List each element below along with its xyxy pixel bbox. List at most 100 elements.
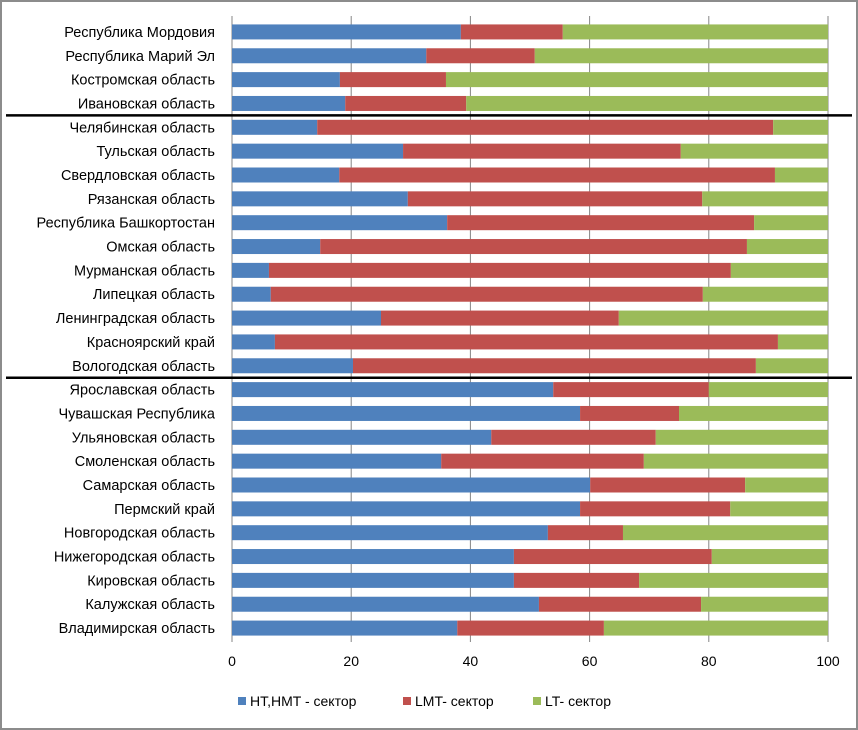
category-label: Тульская область [96,144,215,160]
bar-segment-1 [232,215,448,231]
bar-segment-2 [553,382,709,398]
bar-segment-1 [232,334,275,350]
bar-segment-2 [441,453,644,469]
bar-segment-3 [679,405,828,421]
category-label: Калужская область [85,597,215,613]
category-label: Смоленская область [75,454,215,470]
bar-segment-1 [232,310,381,326]
category-label: Ярославская область [70,383,215,399]
bar-segment-2 [270,286,703,302]
bar-segment-1 [232,191,408,207]
bar-segment-2 [352,358,756,374]
bar-segment-3 [746,239,828,255]
legend-label: LMT- сектор [415,693,494,709]
bar-segment-3 [708,382,828,398]
category-label: Самарская область [83,478,215,494]
bar-segment-3 [466,95,828,111]
bar-segment-1 [232,429,492,445]
bar-segment-2 [547,525,623,541]
bar-segment-2 [580,405,679,421]
category-label: Ленинградская область [56,311,215,327]
bar-segment-3 [711,549,828,565]
x-tick-labels: 0 20 40 60 80 100 [228,653,840,669]
x-tick-label: 60 [582,653,598,669]
category-label: Омская область [106,240,215,256]
bar-segment-1 [232,382,554,398]
bar-segment-1 [232,48,427,64]
x-tick-label: 40 [463,653,479,669]
bar-segment-2 [381,310,619,326]
bar-segment-1 [232,95,346,111]
bar-segment-1 [232,358,353,374]
bar-segment-2 [317,119,774,135]
bar-segment-3 [730,262,828,278]
legend-item: LMT- сектор [403,693,494,709]
bar-segment-1 [232,501,581,517]
bar-segment-3 [618,310,828,326]
bar-segment-3 [701,596,828,612]
category-label: Республика Мордовия [64,25,215,41]
bar-segment-2 [580,501,731,517]
bar-segment-1 [232,549,514,565]
category-label: Кировская область [87,573,215,589]
bar-segment-3 [702,191,828,207]
bar-segment-3 [562,24,828,40]
category-label: Республика Башкортостан [37,216,215,232]
bar-segment-3 [730,501,828,517]
category-label: Липецкая область [93,287,215,303]
legend-label: LT- сектор [545,693,611,709]
bar-segment-3 [655,429,828,445]
category-labels: Республика Мордовия Республика Марий Эл Ко… [37,25,216,637]
bar-segment-2 [426,48,535,64]
bar-segment-2 [339,72,446,88]
category-label: Ульяновская область [72,430,215,446]
bar-segment-3 [702,286,828,302]
x-tick-label: 0 [228,653,236,669]
bar-segment-3 [755,358,828,374]
category-label: Новгородская область [64,526,215,542]
bar-segment-3 [603,620,828,636]
bar-segment-2 [460,24,563,40]
legend-swatch [403,697,411,705]
x-tick-label: 80 [701,653,717,669]
bar-segment-1 [232,405,581,421]
bar-segment-3 [754,215,828,231]
bar-segment-1 [232,572,514,588]
x-tick-label: 100 [816,653,840,669]
category-label: Красноярский край [87,335,215,351]
bar-segment-1 [232,143,404,159]
category-label: Мурманская область [74,263,215,279]
bar-segment-2 [268,262,731,278]
legend-label: HT,HMT - сектор [250,693,357,709]
bar-segment-1 [232,72,340,88]
legend-swatch [533,697,541,705]
bar-segment-2 [491,429,656,445]
bar-segment-2 [274,334,778,350]
bar-segment-2 [457,620,604,636]
bar-segment-2 [447,215,755,231]
bar-segment-1 [232,286,271,302]
bar-segment-3 [680,143,828,159]
x-tick-label: 20 [343,653,359,669]
legend: HT,HMT - сектор LMT- сектор LT- сектор [238,693,611,709]
bar-segment-1 [232,262,269,278]
bar-segment-3 [773,119,828,135]
bar-segment-2 [320,239,747,255]
category-label: Нижегородская область [54,550,215,566]
bar-segment-1 [232,620,458,636]
group-separators [6,114,852,379]
bar-segment-2 [407,191,703,207]
bar-segment-3 [639,572,828,588]
bar-segment-2 [513,572,640,588]
bar-segment-1 [232,167,340,183]
bar-segment-2 [403,143,681,159]
category-label: Костромская область [71,73,215,89]
category-label: Челябинская область [69,120,215,136]
legend-item: LT- сектор [533,693,611,709]
bar-segment-3 [534,48,828,64]
category-label: Вологодская область [72,359,215,375]
category-label: Свердловская область [61,168,215,184]
bar-segment-3 [643,453,828,469]
category-label: Ивановская область [78,96,215,112]
